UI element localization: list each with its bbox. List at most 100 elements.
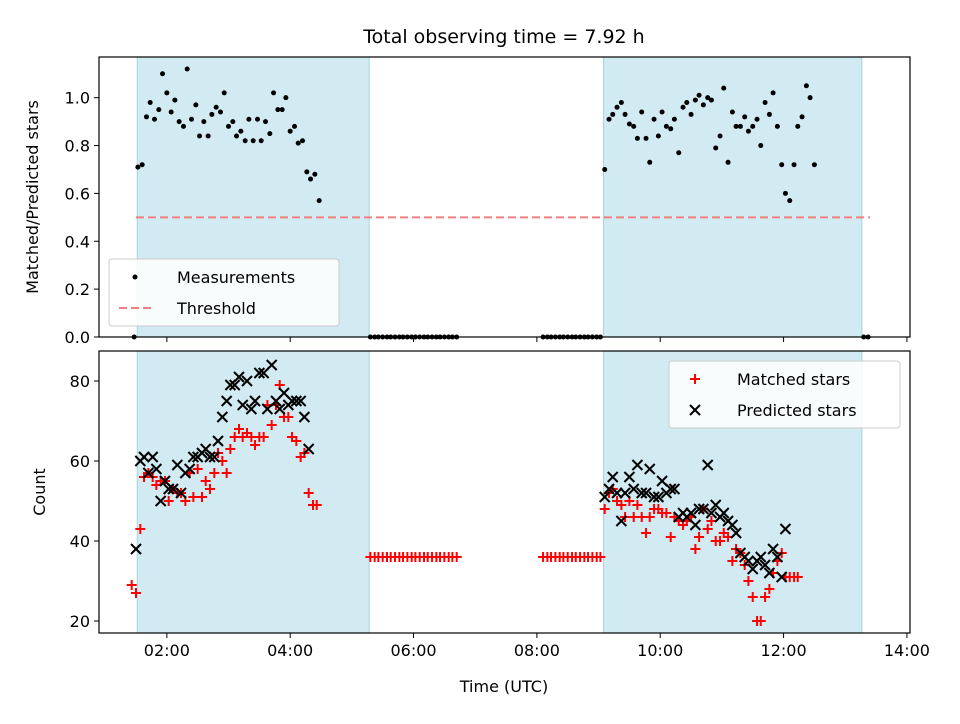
point-x-68: [702, 459, 714, 471]
x-tick-label-3: 08:00: [514, 641, 560, 660]
point-dot-114: [729, 109, 735, 115]
legend-label-1: Predicted stars: [737, 401, 857, 420]
point-x-19-b: [208, 451, 221, 463]
point-plus-118: [743, 576, 754, 586]
point-x-4: [146, 451, 159, 463]
point-x-65: [689, 519, 702, 531]
point-dot-11: [176, 119, 182, 125]
point-x-64-b: [685, 507, 697, 519]
point-x-30: [253, 367, 266, 379]
point-plus-45: [311, 500, 322, 510]
point-x-0-b: [130, 543, 142, 555]
point-x-24: [228, 379, 241, 391]
point-x-60-b: [668, 483, 681, 495]
point-x-86: [776, 571, 788, 583]
point-x-66-b: [693, 503, 705, 515]
point-plus-17: [196, 492, 207, 502]
point-plus-43: [303, 488, 314, 498]
point-dot-40: [295, 140, 301, 146]
point-x-47-b: [615, 515, 628, 527]
point-dot-120: [754, 116, 760, 122]
point-x-84: [767, 543, 779, 555]
point-x-82-b: [759, 559, 771, 571]
point-x-38-b: [286, 395, 298, 407]
point-dot-16: [197, 133, 203, 139]
point-dot-88: [622, 111, 628, 117]
point-dot-14: [189, 116, 195, 122]
point-x-40-b: [294, 395, 307, 407]
point-dot-85: [610, 111, 616, 117]
point-dot-128: [787, 198, 793, 204]
point-plus-121: [755, 616, 766, 626]
point-plus-9: [163, 496, 174, 506]
point-x-19: [208, 451, 221, 463]
point-dot-30: [254, 116, 260, 122]
point-dot-6: [156, 107, 162, 113]
point-plus-130: [792, 572, 803, 582]
legend-label-1: Threshold: [176, 299, 256, 318]
point-x-56-b: [652, 491, 665, 503]
point-x-59: [665, 483, 677, 495]
point-plus-1: [131, 588, 142, 598]
point-dot-131: [799, 114, 805, 120]
point-plus-34: [266, 420, 277, 430]
point-x-43-b: [599, 491, 611, 503]
point-x-18-b: [204, 451, 216, 463]
point-plus-18: [200, 476, 211, 486]
point-x-35: [273, 403, 286, 415]
point-plus-87: [616, 500, 627, 510]
point-x-29-b: [249, 395, 261, 407]
point-x-67-b: [697, 503, 710, 515]
y-tick-label-1: 0.2: [65, 280, 90, 299]
point-x-20-b: [212, 435, 224, 447]
point-x-9-b: [167, 483, 179, 495]
point-x-35-b: [273, 403, 286, 415]
point-x-52-b: [636, 487, 648, 499]
point-dot-10: [172, 97, 178, 103]
point-plus-82: [595, 552, 606, 562]
legend-swatch-plus: [690, 374, 700, 384]
legend-swatch-x: [689, 404, 701, 416]
point-dot-124: [770, 90, 776, 96]
point-x-69-b: [705, 507, 718, 519]
point-x-18: [204, 451, 216, 463]
x-tick-label-6: 14:00: [884, 641, 930, 660]
point-x-78: [742, 555, 755, 567]
point-dot-3: [143, 114, 149, 120]
point-dot-24: [230, 119, 236, 125]
point-x-8: [162, 483, 175, 495]
point-x-55: [648, 491, 660, 503]
point-x-22-b: [220, 395, 233, 407]
x-tick-label-1: 04:00: [267, 641, 313, 660]
point-x-29: [249, 395, 261, 407]
point-dot-110: [713, 145, 719, 151]
point-dot-121: [758, 143, 764, 149]
point-dot-132: [803, 83, 809, 89]
point-x-69: [705, 507, 718, 519]
series-x: [130, 359, 792, 583]
point-x-42-b: [302, 443, 315, 455]
point-dot-91: [634, 135, 640, 141]
point-x-53-b: [640, 487, 652, 499]
point-dot-7: [160, 71, 166, 77]
point-x-10-b: [171, 459, 184, 471]
point-dot-1: [135, 164, 141, 170]
point-x-64: [685, 507, 697, 519]
point-x-57-b: [656, 475, 668, 487]
point-plus-15: [188, 492, 199, 502]
legend: Matched stars Predicted stars: [668, 360, 901, 429]
point-x-82: [759, 559, 771, 571]
point-dot-100: [671, 116, 677, 122]
point-plus-119: [747, 592, 758, 602]
point-x-48-b: [619, 487, 631, 499]
point-x-72: [718, 507, 730, 519]
point-dot-37: [283, 95, 289, 101]
point-dot-42: [304, 169, 310, 175]
point-x-52: [636, 487, 648, 499]
point-plus-26: [233, 424, 244, 434]
point-x-11: [175, 487, 187, 499]
point-dot-123: [766, 111, 772, 117]
point-x-47: [615, 515, 628, 527]
point-dot-130: [795, 123, 801, 129]
point-dot-133: [807, 95, 813, 101]
